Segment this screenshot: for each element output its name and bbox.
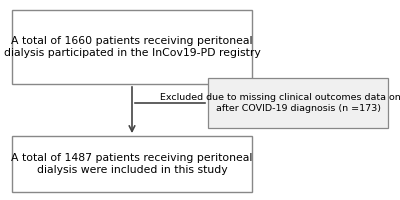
Text: Excluded due to missing clinical outcomes data on day 28
after COVID-19 diagnosi: Excluded due to missing clinical outcome… (160, 93, 400, 113)
FancyBboxPatch shape (12, 10, 252, 84)
Text: A total of 1660 patients receiving peritoneal
dialysis participated in the InCov: A total of 1660 patients receiving perit… (4, 36, 260, 58)
FancyBboxPatch shape (12, 136, 252, 192)
Text: A total of 1487 patients receiving peritoneal
dialysis were included in this stu: A total of 1487 patients receiving perit… (11, 153, 253, 175)
FancyBboxPatch shape (208, 78, 388, 128)
